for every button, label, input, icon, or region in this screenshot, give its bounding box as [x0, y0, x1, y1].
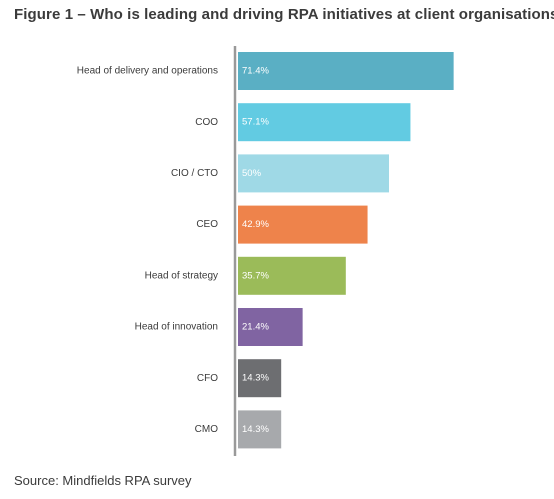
- bar: [238, 256, 346, 295]
- value-label: 21.4%: [242, 322, 269, 333]
- bar-group: Head of innovation 21.4%: [135, 308, 303, 346]
- category-label: CMO: [195, 424, 219, 435]
- value-label: 71.4%: [242, 66, 269, 77]
- category-label: CIO / CTO: [171, 168, 218, 179]
- category-label: COO: [195, 117, 218, 128]
- bar: [238, 410, 282, 449]
- value-label: 14.3%: [242, 424, 269, 435]
- category-label: Head of delivery and operations: [77, 66, 218, 77]
- bar-group: Head of strategy 35.7%: [145, 256, 346, 295]
- bar: [238, 205, 368, 244]
- bar: [238, 103, 411, 142]
- bar: [238, 308, 303, 346]
- chart-title: Figure 1 – Who is leading and driving RP…: [14, 6, 554, 23]
- category-label: Head of strategy: [145, 270, 218, 281]
- bar-group: Head of delivery and operations 71.4%: [77, 52, 454, 90]
- category-label: CFO: [197, 373, 218, 384]
- bar-group: COO 57.1%: [195, 103, 411, 142]
- source-note: Source: Mindfields RPA survey: [14, 473, 192, 488]
- value-label: 50%: [242, 168, 262, 179]
- bar-group: CIO / CTO 50%: [171, 154, 389, 193]
- bar: [238, 359, 282, 398]
- category-label: CEO: [196, 219, 218, 230]
- bar: [238, 154, 389, 193]
- bar-group: CMO 14.3%: [195, 410, 282, 449]
- bar-group: CFO 14.3%: [197, 359, 282, 398]
- category-label: Head of innovation: [135, 322, 218, 333]
- value-label: 42.9%: [242, 219, 269, 230]
- value-label: 35.7%: [242, 270, 269, 281]
- value-label: 14.3%: [242, 373, 269, 384]
- value-label: 57.1%: [242, 117, 269, 128]
- bar: [238, 52, 454, 90]
- bar-group: CEO 42.9%: [196, 205, 368, 244]
